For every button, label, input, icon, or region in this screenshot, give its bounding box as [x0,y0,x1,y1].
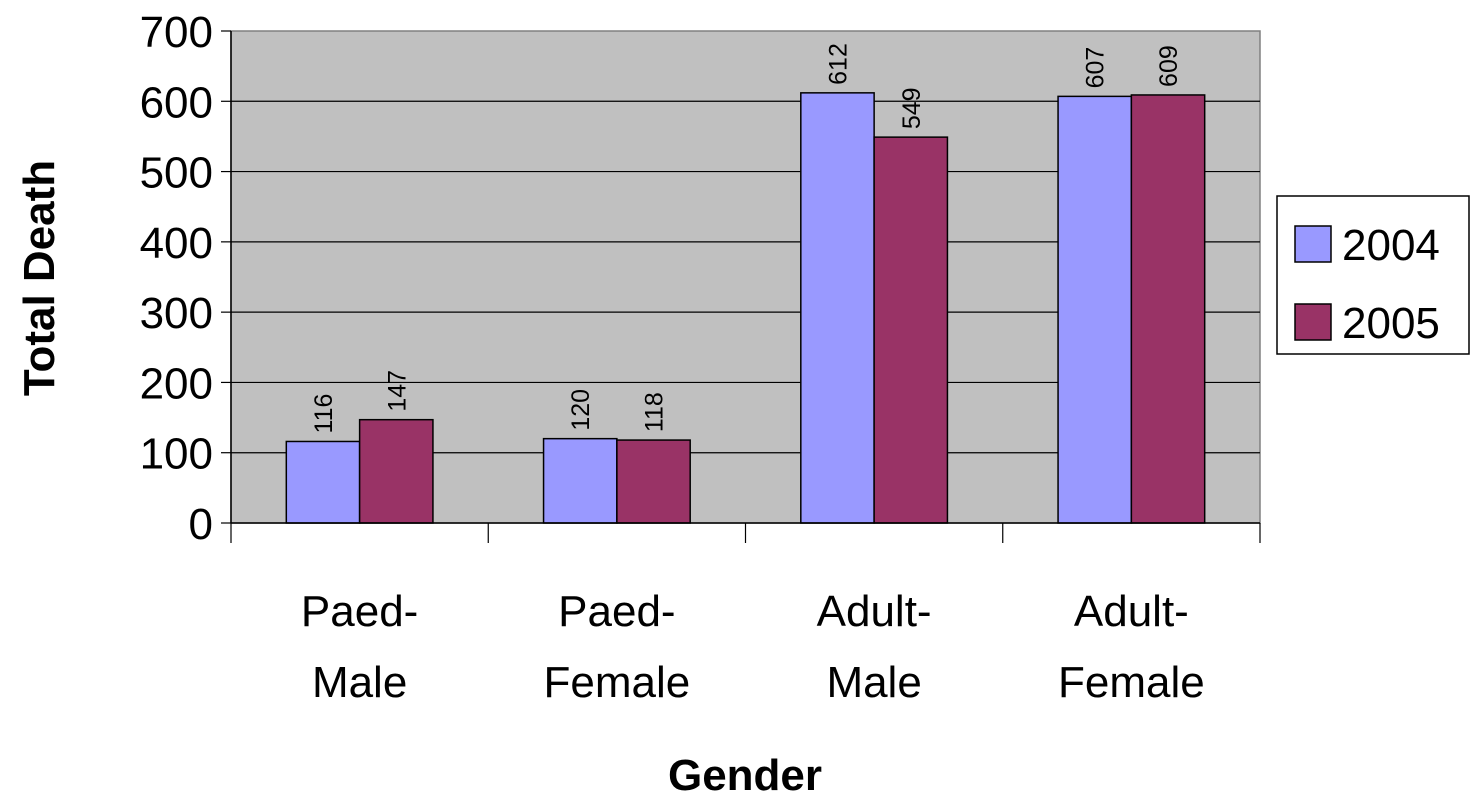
y-tick-label: 400 [140,219,213,268]
bar-2005 [616,439,691,524]
legend-swatch-2005 [1294,303,1332,341]
y-tick-label: 700 [140,8,213,57]
data-label: 549 [898,87,926,129]
data-label: 120 [567,389,595,431]
x-axis-title: Gender [668,751,822,796]
data-label: 607 [1082,47,1110,89]
legend-label-2004: 2004 [1342,221,1440,270]
x-category-label: Male [826,658,921,707]
y-axis-title: Total Death [15,160,64,396]
data-label: 609 [1155,45,1183,87]
data-label: 147 [383,370,411,412]
x-category-label: Female [544,658,691,707]
x-category-label: Paed- [301,587,418,636]
x-category-labels: Paed- Male Paed- Female Adult- Male Adult- Fema… [301,587,1205,707]
legend-swatch-2004 [1294,225,1332,263]
bar-2004 [1057,95,1133,524]
bar-2004 [285,440,361,524]
data-label: 118 [641,392,669,432]
axes [221,30,1261,543]
y-tick-label: 100 [140,430,213,479]
bar-2004 [800,92,875,524]
y-tick-label: 300 [140,289,213,338]
bar-2005 [358,418,434,524]
data-label: 612 [824,43,852,85]
data-labels: 116 147 120 118 612 549 607 609 [310,43,1183,433]
x-category-label: Male [312,658,407,707]
y-tick-labels: 0 100 200 300 400 500 600 700 [140,8,213,549]
legend: 2004 2005 [1276,195,1470,355]
bar-2005 [873,136,949,524]
bar-2004 [542,437,618,524]
bars [285,92,1206,524]
x-category-label: Female [1058,658,1205,707]
y-tick-label: 600 [140,78,213,127]
y-tick-label: 500 [140,149,213,198]
y-tick-label: 200 [140,359,213,408]
x-category-label: Adult- [817,587,932,636]
y-tick-label: 0 [189,500,213,549]
legend-label-2005: 2005 [1342,299,1440,348]
data-label: 116 [310,394,338,434]
bar-2005 [1130,94,1206,524]
x-category-label: Paed- [558,587,675,636]
x-category-label: Adult- [1074,587,1189,636]
